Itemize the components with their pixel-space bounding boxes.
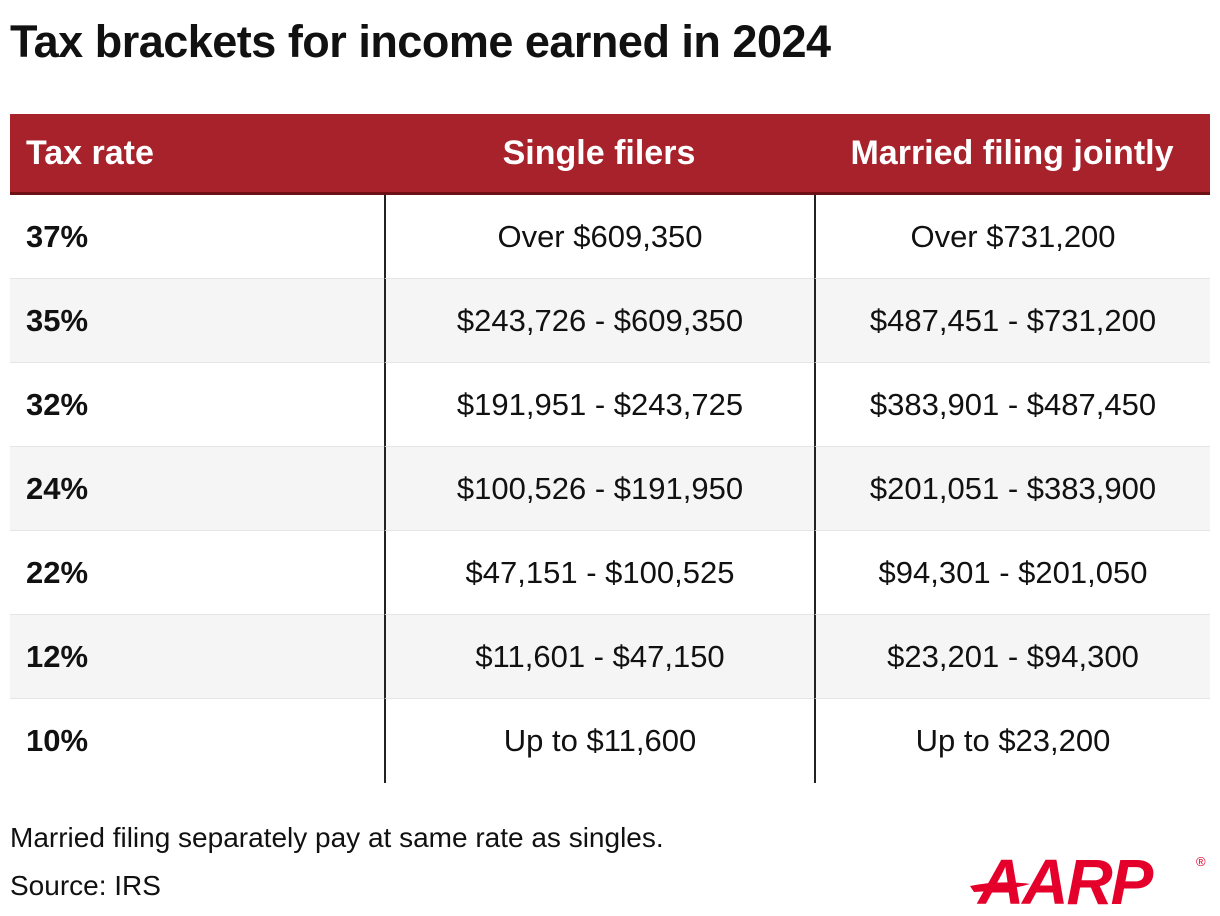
tax-rate-cell: 24% [10,447,384,531]
tax-rate-cell: 37% [10,195,384,279]
married-jointly-cell: $383,901 - $487,450 [814,363,1210,447]
aarp-logo-text: AARP [976,850,1154,910]
table-row: 32% $191,951 - $243,725 $383,901 - $487,… [10,363,1210,447]
table-row: 37% Over $609,350 Over $731,200 [10,195,1210,279]
single-filers-cell: $47,151 - $100,525 [384,531,814,615]
header-tax-rate: Tax rate [26,133,154,172]
married-jointly-cell: $201,051 - $383,900 [814,447,1210,531]
table-row: 35% $243,726 - $609,350 $487,451 - $731,… [10,279,1210,363]
source-note: Source: IRS [10,870,161,901]
header-single-filers: Single filers [502,133,696,172]
tax-rate-cell: 35% [10,279,384,363]
single-filers-cell: Up to $11,600 [384,699,814,783]
tax-rate-cell: 32% [10,363,384,447]
aarp-swoosh-icon [970,882,1030,892]
registered-mark: ® [1196,854,1206,869]
married-jointly-cell: $94,301 - $201,050 [814,531,1210,615]
tax-rate-cell: 12% [10,615,384,699]
married-jointly-cell: Up to $23,200 [814,699,1210,783]
table-row: 10% Up to $11,600 Up to $23,200 [10,699,1210,783]
header-married-jointly: Married filing jointly [850,133,1174,172]
single-filers-cell: $243,726 - $609,350 [384,279,814,363]
single-filers-cell: Over $609,350 [384,195,814,279]
aarp-logo: AARP ® [970,850,1206,910]
tax-rate-cell: 22% [10,531,384,615]
single-filers-cell: $100,526 - $191,950 [384,447,814,531]
married-jointly-cell: $23,201 - $94,300 [814,615,1210,699]
table-header-row: Tax rate Single filers Married filing jo… [10,114,1210,195]
tax-brackets-table: Tax rate Single filers Married filing jo… [10,114,1210,783]
table-row: 24% $100,526 - $191,950 $201,051 - $383,… [10,447,1210,531]
footnote: Married filing separately pay at same ra… [10,822,664,853]
table-row: 22% $47,151 - $100,525 $94,301 - $201,05… [10,531,1210,615]
married-jointly-cell: $487,451 - $731,200 [814,279,1210,363]
married-jointly-cell: Over $731,200 [814,195,1210,279]
page-title: Tax brackets for income earned in 2024 [10,16,831,67]
single-filers-cell: $191,951 - $243,725 [384,363,814,447]
table-row: 12% $11,601 - $47,150 $23,201 - $94,300 [10,615,1210,699]
tax-rate-cell: 10% [26,723,89,758]
single-filers-cell: $11,601 - $47,150 [384,615,814,699]
